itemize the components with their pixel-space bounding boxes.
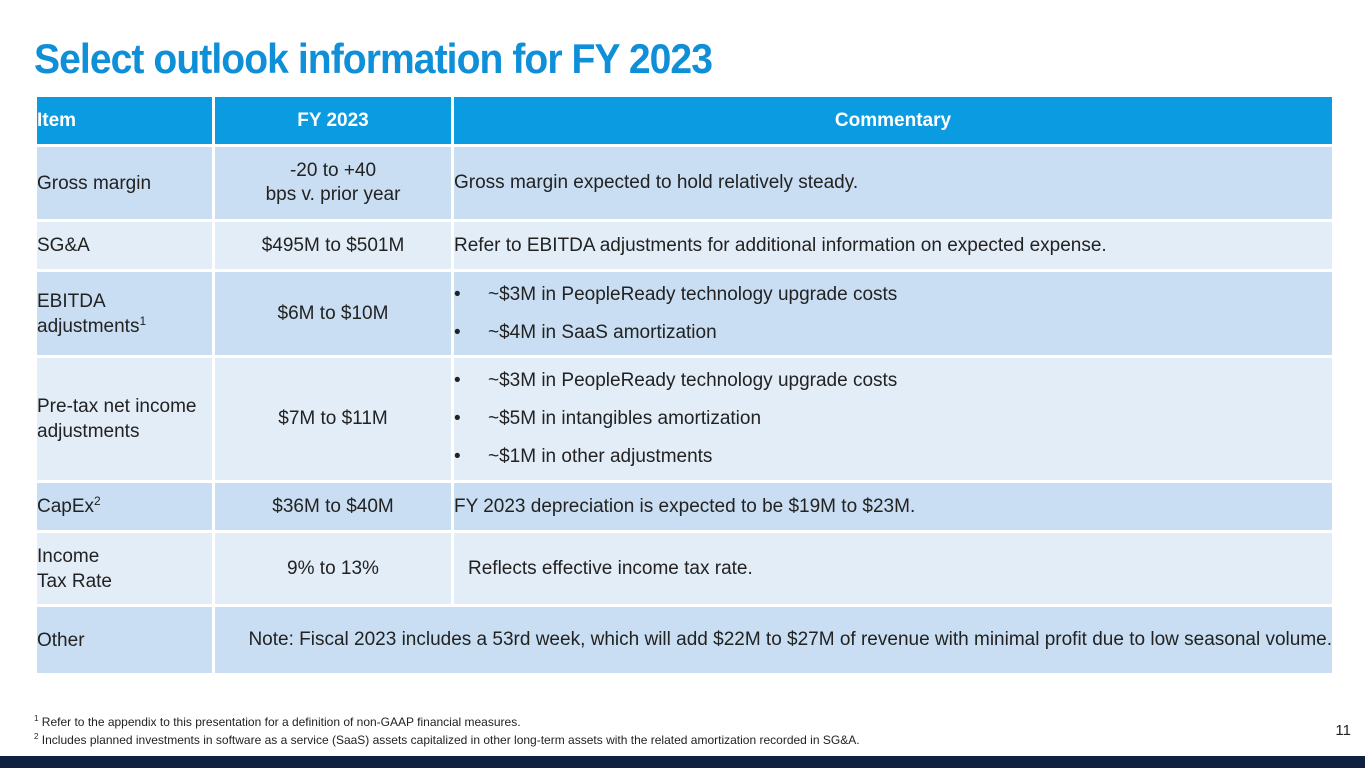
list-item-text: ~$1M in other adjustments	[488, 446, 713, 467]
table-row: EBITDA adjustments1 $6M to $10M • ~$3M in…	[34, 269, 1335, 358]
bullet-icon: •	[454, 370, 461, 391]
footnote-text: Refer to the appendix to this presentati…	[41, 715, 521, 729]
row-commentary: • ~$3M in PeopleReady technology upgrade …	[451, 355, 1335, 483]
bottom-bar	[0, 756, 1365, 768]
list-item-text: ~$5M in intangibles amortization	[488, 408, 762, 429]
other-note: Note: Fiscal 2023 includes a 53rd week, …	[212, 604, 1335, 676]
footnote: 1 Refer to the appendix to this presenta…	[34, 713, 860, 731]
row-value: 9% to 13%	[212, 530, 454, 607]
row-commentary: FY 2023 depreciation is expected to be $…	[451, 480, 1335, 533]
row-item-label: Other	[37, 629, 85, 651]
footnote-text: Includes planned investments in software…	[41, 733, 860, 747]
footnote-mark: 1	[34, 714, 39, 723]
page-title: Select outlook information for FY 2023	[34, 35, 713, 82]
row-item: Pre-tax net income adjustments	[34, 355, 215, 483]
list-item-text: ~$3M in PeopleReady technology upgrade c…	[488, 283, 898, 305]
row-value-line: $36M to $40M	[272, 495, 394, 517]
row-commentary: • ~$3M in PeopleReady technology upgrade …	[451, 269, 1335, 358]
row-item-label: SG&A	[37, 235, 90, 256]
row-value-line: $7M to $11M	[278, 408, 388, 429]
table-row: CapEx2 $36M to $40M FY 2023 depreciation…	[34, 480, 1335, 533]
table-header-row: Item FY 2023 Commentary	[34, 94, 1335, 147]
bullet-icon: •	[454, 408, 461, 429]
row-item-label: Tax Rate	[37, 570, 112, 592]
row-value-line: 9% to 13%	[287, 557, 379, 579]
header-item: Item	[34, 94, 215, 147]
row-value-line: -20 to +40	[289, 160, 377, 181]
bullet-icon: •	[454, 321, 461, 343]
header-commentary: Commentary	[451, 94, 1335, 147]
bullet-list: • ~$3M in PeopleReady technology upgrade …	[454, 276, 1332, 352]
row-item: EBITDA adjustments1	[34, 269, 215, 358]
outlook-table: Item FY 2023 Commentary Gross margin -20…	[34, 94, 1335, 676]
row-item-label: adjustments	[37, 315, 140, 337]
row-value: $6M to $10M	[212, 269, 454, 358]
list-item-text: ~$3M in PeopleReady technology upgrade c…	[488, 370, 898, 391]
row-item-label: EBITDA	[37, 290, 106, 312]
header-fy2023: FY 2023	[212, 94, 454, 147]
footnote-mark: 2	[34, 732, 39, 741]
list-item: • ~$3M in PeopleReady technology upgrade …	[454, 362, 1332, 400]
footnote-ref: 1	[139, 313, 147, 328]
row-item-label: Gross margin	[37, 172, 152, 194]
table-row: Other Note: Fiscal 2023 includes a 53rd …	[34, 604, 1335, 676]
row-item: Income Tax Rate	[34, 530, 215, 607]
row-item: Gross margin	[34, 144, 215, 222]
row-value-line: bps v. prior year	[265, 184, 401, 205]
list-item: • ~$5M in intangibles amortization	[454, 400, 1332, 438]
page-number: 11	[1335, 722, 1351, 739]
footnote-ref: 2	[94, 494, 101, 508]
row-item: Other	[34, 604, 215, 676]
table-row: Income Tax Rate 9% to 13% Reflects effec…	[34, 530, 1335, 607]
list-item: • ~$3M in PeopleReady technology upgrade …	[454, 276, 1332, 314]
bullet-list: • ~$3M in PeopleReady technology upgrade …	[454, 362, 1332, 476]
row-value-line: $6M to $10M	[277, 302, 389, 324]
row-item: SG&A	[34, 219, 215, 272]
row-item: CapEx2	[34, 480, 215, 533]
row-value: $495M to $501M	[212, 219, 454, 272]
row-item-label: CapEx	[37, 496, 95, 517]
row-item-label: adjustments	[37, 421, 140, 442]
footnote: 2 Includes planned investments in softwa…	[34, 731, 860, 749]
row-item-label: Income	[37, 545, 100, 567]
row-commentary: Gross margin expected to hold relatively…	[451, 144, 1335, 222]
row-value: -20 to +40 bps v. prior year	[212, 144, 454, 222]
footnotes: 1 Refer to the appendix to this presenta…	[34, 713, 860, 749]
bullet-icon: •	[454, 283, 461, 305]
list-item-text: ~$4M in SaaS amortization	[488, 321, 717, 343]
list-item: • ~$4M in SaaS amortization	[454, 314, 1332, 352]
row-commentary: Refer to EBITDA adjustments for addition…	[451, 219, 1335, 272]
row-item-label: Pre-tax net income	[37, 396, 197, 417]
row-value-line: $495M to $501M	[261, 234, 405, 256]
row-value: $7M to $11M	[212, 355, 454, 483]
row-value: $36M to $40M	[212, 480, 454, 533]
table-row: SG&A $495M to $501M Refer to EBITDA adju…	[34, 219, 1335, 272]
list-item: • ~$1M in other adjustments	[454, 438, 1332, 476]
bullet-icon: •	[454, 446, 461, 467]
table-row: Pre-tax net income adjustments $7M to $1…	[34, 355, 1335, 483]
table-row: Gross margin -20 to +40 bps v. prior yea…	[34, 144, 1335, 222]
row-commentary: Reflects effective income tax rate.	[451, 530, 1335, 607]
